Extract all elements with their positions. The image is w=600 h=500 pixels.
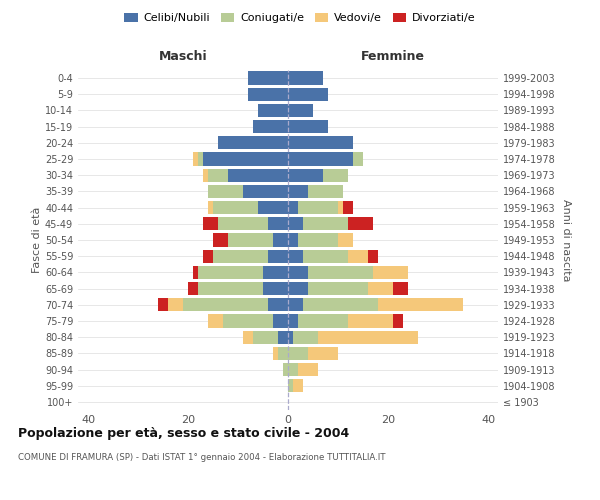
Bar [288, 72, 323, 85]
Bar [288, 266, 308, 279]
Bar [273, 234, 288, 246]
Bar [268, 250, 288, 263]
Bar [203, 217, 218, 230]
Bar [288, 217, 303, 230]
Bar [288, 250, 303, 263]
Bar [213, 234, 228, 246]
Bar [308, 282, 368, 295]
Bar [368, 250, 378, 263]
Bar [343, 201, 353, 214]
Bar [298, 363, 318, 376]
Bar [288, 152, 353, 166]
Bar [323, 168, 348, 182]
Bar [303, 217, 348, 230]
Bar [273, 346, 278, 360]
Bar [273, 314, 288, 328]
Bar [288, 168, 323, 182]
Bar [188, 282, 198, 295]
Bar [288, 298, 303, 312]
Bar [263, 266, 288, 279]
Bar [193, 152, 198, 166]
Bar [288, 104, 313, 117]
Bar [203, 168, 208, 182]
Text: Maschi: Maschi [158, 50, 208, 63]
Bar [168, 298, 183, 312]
Bar [293, 330, 318, 344]
Bar [348, 250, 368, 263]
Bar [248, 72, 288, 85]
Bar [198, 266, 263, 279]
Bar [218, 136, 288, 149]
Bar [378, 298, 463, 312]
Bar [348, 217, 373, 230]
Text: Popolazione per età, sesso e stato civile - 2004: Popolazione per età, sesso e stato civil… [18, 428, 349, 440]
Bar [243, 185, 288, 198]
Bar [288, 330, 293, 344]
Bar [338, 234, 353, 246]
Bar [198, 282, 263, 295]
Text: Femmine: Femmine [361, 50, 425, 63]
Bar [353, 152, 363, 166]
Bar [348, 314, 393, 328]
Bar [218, 217, 268, 230]
Bar [213, 250, 268, 263]
Text: COMUNE DI FRAMURA (SP) - Dati ISTAT 1° gennaio 2004 - Elaborazione TUTTITALIA.IT: COMUNE DI FRAMURA (SP) - Dati ISTAT 1° g… [18, 452, 386, 462]
Bar [393, 314, 403, 328]
Bar [198, 152, 203, 166]
Bar [288, 363, 298, 376]
Bar [248, 88, 288, 101]
Y-axis label: Anni di nascita: Anni di nascita [561, 198, 571, 281]
Bar [303, 298, 378, 312]
Bar [258, 201, 288, 214]
Bar [308, 266, 373, 279]
Bar [278, 330, 288, 344]
Bar [293, 379, 303, 392]
Bar [203, 250, 213, 263]
Bar [283, 363, 288, 376]
Bar [228, 234, 273, 246]
Bar [208, 185, 243, 198]
Bar [243, 330, 253, 344]
Bar [288, 185, 308, 198]
Legend: Celibi/Nubili, Coniugati/e, Vedovi/e, Divorziati/e: Celibi/Nubili, Coniugati/e, Vedovi/e, Di… [120, 8, 480, 28]
Y-axis label: Fasce di età: Fasce di età [32, 207, 42, 273]
Bar [278, 346, 288, 360]
Bar [268, 298, 288, 312]
Bar [298, 314, 348, 328]
Bar [158, 298, 168, 312]
Bar [318, 330, 418, 344]
Bar [208, 314, 223, 328]
Bar [288, 282, 308, 295]
Bar [303, 250, 348, 263]
Bar [263, 282, 288, 295]
Bar [288, 314, 298, 328]
Bar [223, 314, 273, 328]
Bar [308, 185, 343, 198]
Bar [193, 266, 198, 279]
Bar [288, 379, 293, 392]
Bar [308, 346, 338, 360]
Bar [288, 234, 298, 246]
Bar [228, 168, 288, 182]
Bar [298, 201, 338, 214]
Bar [253, 120, 288, 134]
Bar [288, 346, 308, 360]
Bar [208, 201, 213, 214]
Bar [208, 168, 228, 182]
Bar [203, 152, 288, 166]
Bar [373, 266, 408, 279]
Bar [393, 282, 408, 295]
Bar [368, 282, 393, 295]
Bar [268, 217, 288, 230]
Bar [288, 201, 298, 214]
Bar [288, 136, 353, 149]
Bar [288, 120, 328, 134]
Bar [183, 298, 268, 312]
Bar [338, 201, 343, 214]
Bar [298, 234, 338, 246]
Bar [253, 330, 278, 344]
Bar [213, 201, 258, 214]
Bar [258, 104, 288, 117]
Bar [288, 88, 328, 101]
